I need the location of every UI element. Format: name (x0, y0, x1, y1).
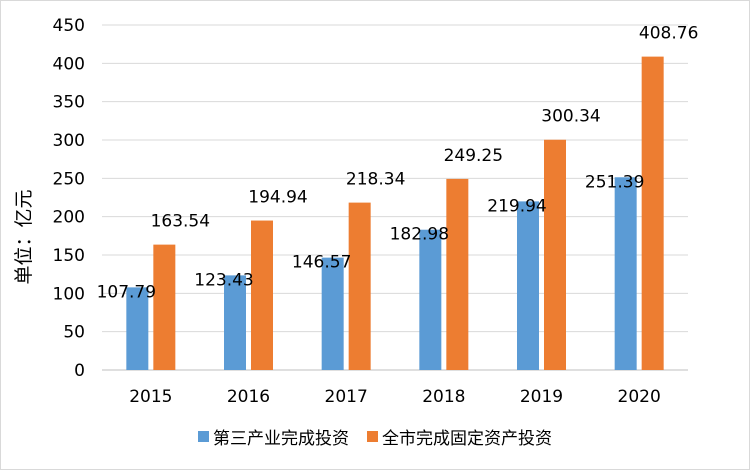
bar-tertiary-investment (517, 201, 539, 370)
y-tick-label: 150 (53, 246, 85, 266)
y-tick-label: 250 (53, 169, 85, 189)
bar-total-investment (348, 202, 371, 370)
y-axis-label: 单位：亿元 (13, 189, 35, 284)
bar-tertiary-investment (224, 275, 246, 370)
data-label: 146.57 (292, 253, 351, 273)
bar-total-investment (446, 178, 469, 370)
legend-item-total-fixed-asset-investment: 全市完成固定资产投资 (367, 424, 552, 449)
bars (126, 56, 664, 370)
y-tick-label: 200 (53, 208, 85, 228)
gridlines (102, 24, 688, 371)
data-label: 163.54 (151, 212, 210, 232)
data-label: 249.25 (444, 146, 503, 166)
bar-total-investment (153, 244, 176, 370)
data-label: 300.34 (541, 107, 600, 127)
x-tick-label: 2018 (422, 387, 465, 407)
data-label: 107.79 (97, 282, 156, 302)
x-tick-label: 2017 (325, 387, 368, 407)
data-label: 218.34 (346, 170, 405, 190)
bar-total-investment (251, 220, 273, 370)
y-tick-label: 400 (53, 54, 85, 74)
legend-swatch-blue (198, 431, 209, 442)
x-axis-ticks: 2015 2016 2017 2018 2019 2020 (129, 387, 661, 407)
y-tick-label: 350 (53, 93, 85, 113)
y-tick-label: 300 (53, 131, 85, 151)
bar-tertiary-investment (321, 257, 344, 370)
x-tick-label: 2016 (227, 387, 270, 407)
data-label: 182.98 (390, 225, 449, 245)
bar-tertiary-investment (614, 177, 637, 370)
y-tick-label: 100 (53, 284, 85, 304)
legend-label-total-fixed-asset-investment: 全市完成固定资产投资 (382, 429, 552, 449)
y-axis-ticks: 0 50 100 150 200 250 300 350 400 450 (53, 16, 85, 381)
x-tick-label: 2019 (520, 387, 563, 407)
legend-label-tertiary-investment: 第三产业完成投资 (213, 429, 349, 449)
bar-total-investment (641, 56, 664, 370)
data-labels: 107.79 163.54 123.43 194.94 146.57 218.34 182.… (97, 24, 699, 303)
y-tick-label: 50 (63, 323, 85, 343)
x-tick-label: 2015 (129, 387, 172, 407)
data-label: 251.39 (585, 172, 644, 192)
bar-total-investment (544, 139, 566, 370)
data-label: 408.76 (639, 24, 698, 44)
y-tick-label: 0 (74, 361, 85, 381)
y-tick-label: 450 (53, 16, 85, 36)
legend-item-tertiary-investment: 第三产业完成投资 (198, 424, 349, 449)
x-tick-label: 2020 (618, 387, 661, 407)
legend-swatch-orange (367, 431, 378, 442)
legend: 第三产业完成投资 全市完成固定资产投资 (0, 424, 750, 449)
data-label: 194.94 (248, 188, 307, 208)
bar-tertiary-investment (126, 287, 149, 370)
data-label: 123.43 (194, 270, 253, 290)
data-label: 219.94 (487, 196, 546, 216)
bar-tertiary-investment (419, 229, 442, 370)
